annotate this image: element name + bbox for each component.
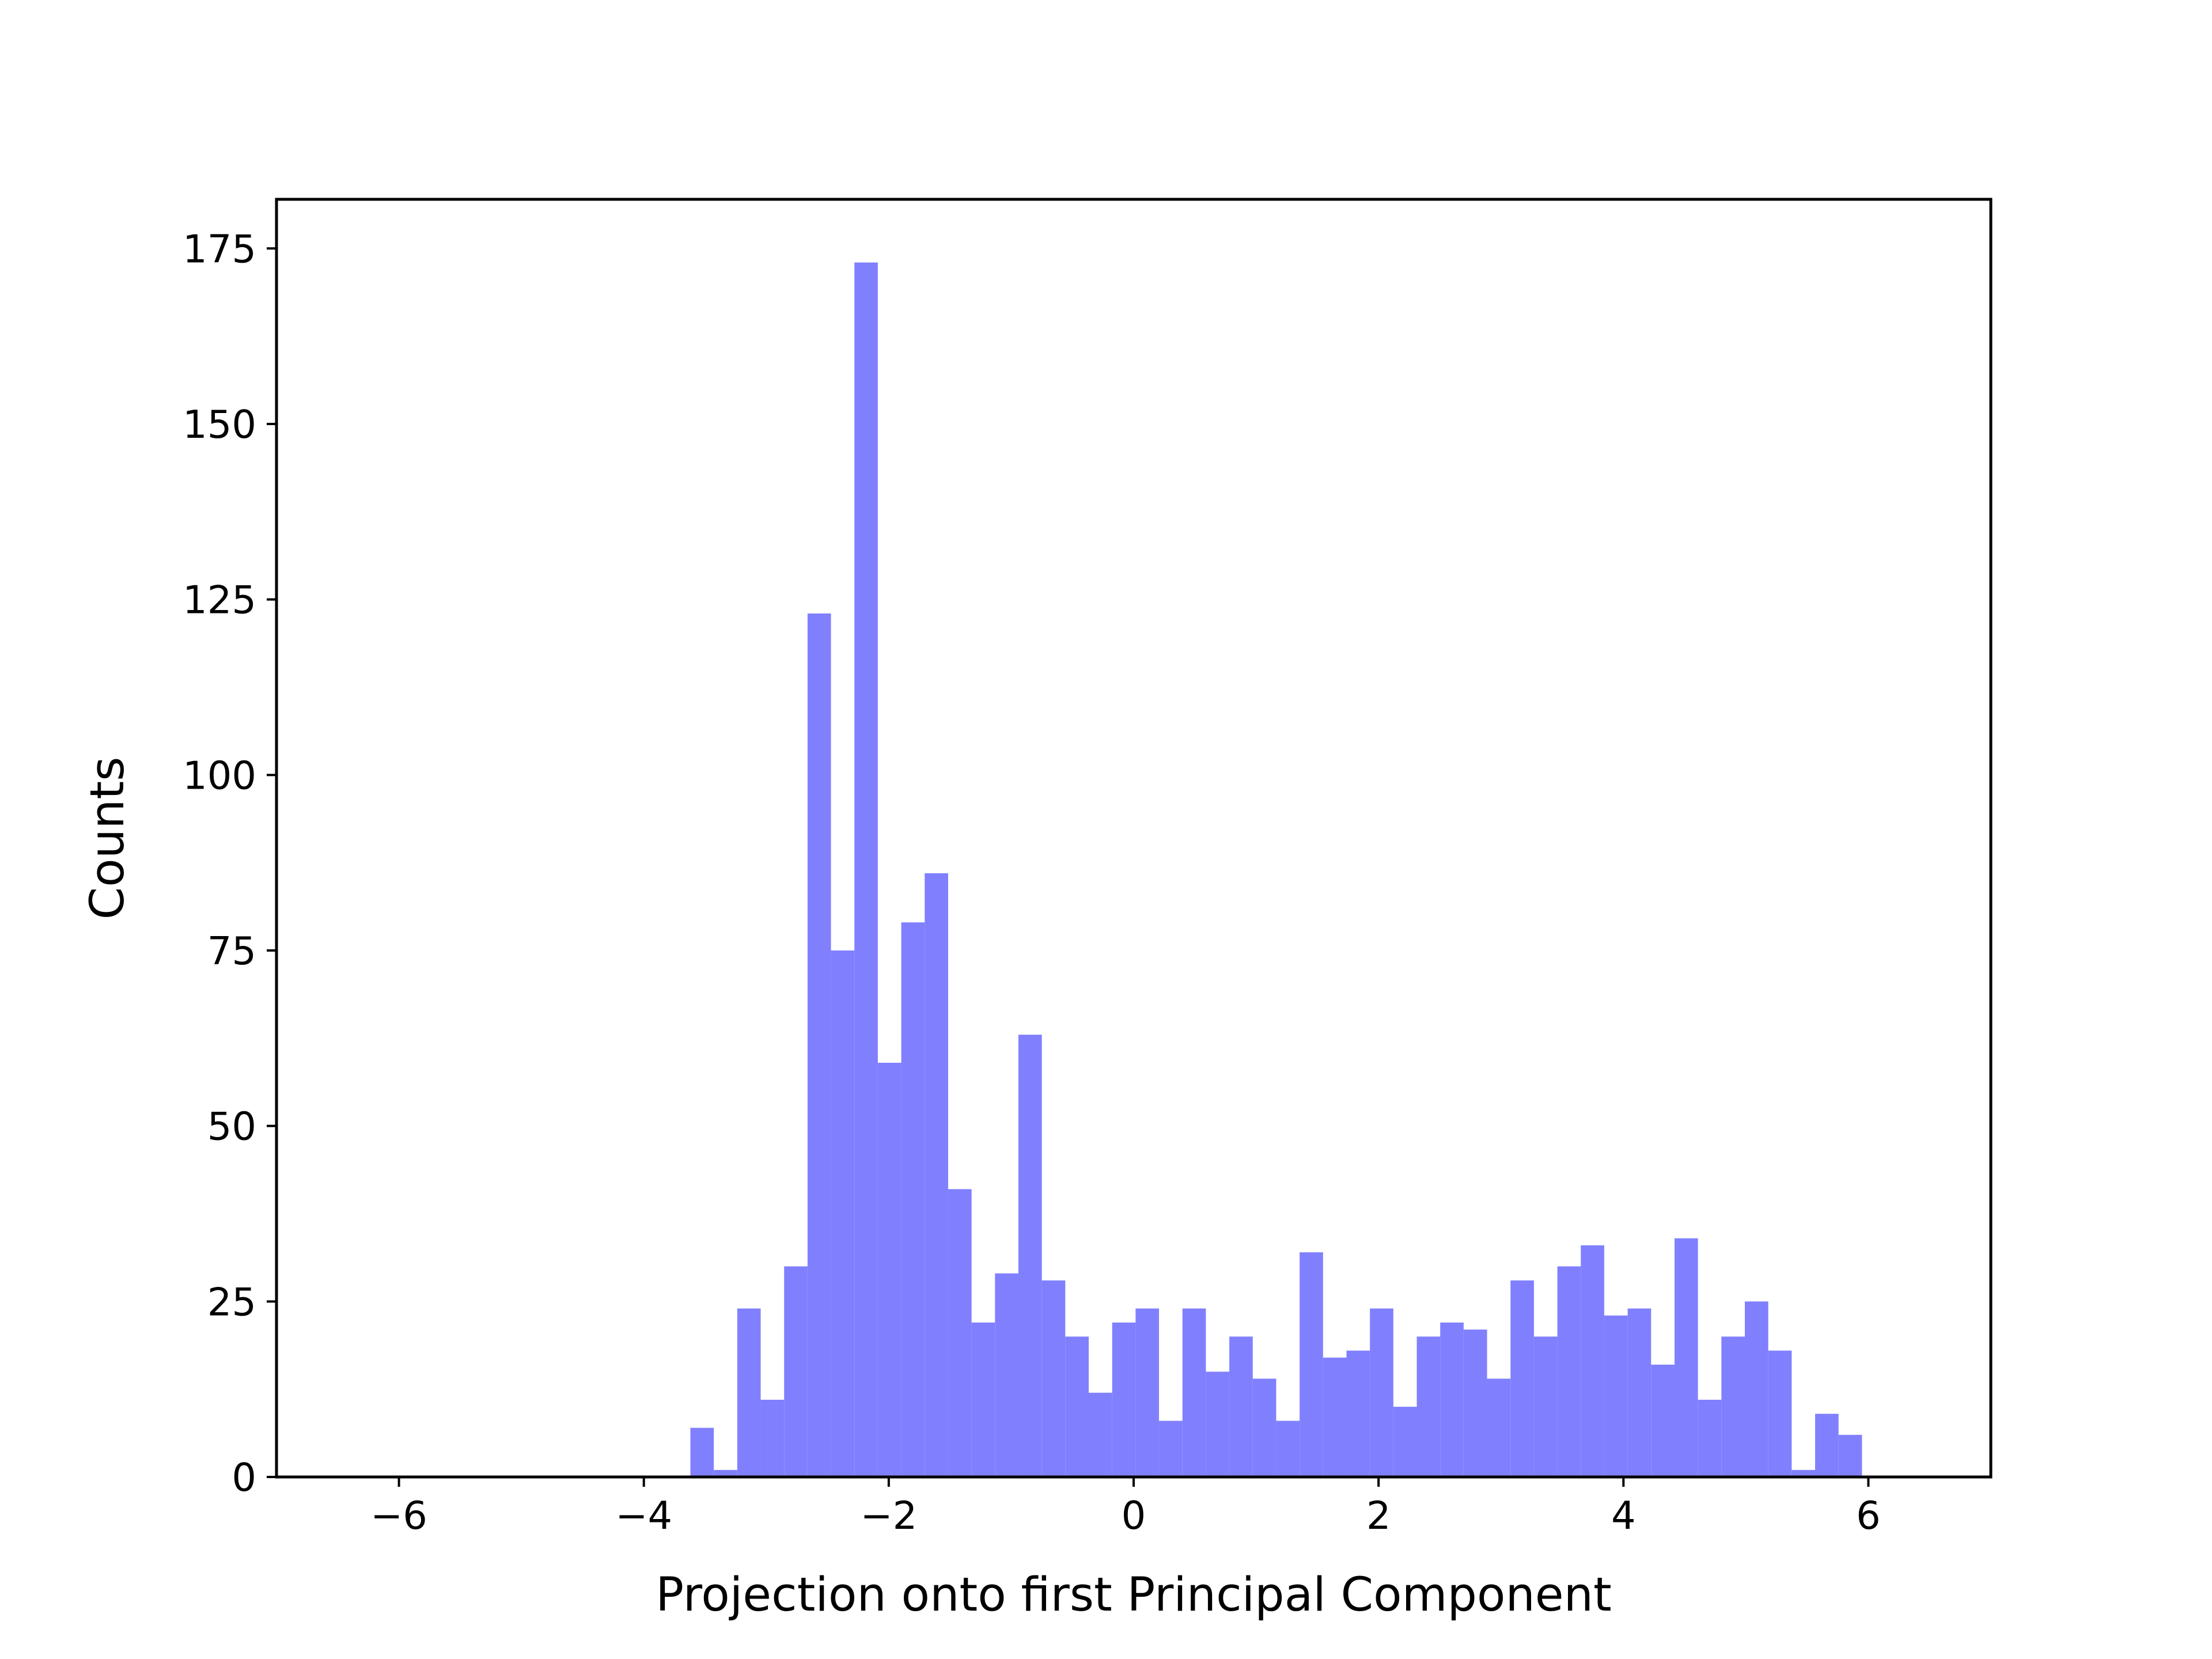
x-axis-label: Projection onto first Principal Componen… [656,1568,1611,1622]
histogram-bar [1581,1245,1604,1477]
histogram-bar [1159,1421,1183,1477]
x-tick-label: −6 [370,1493,427,1538]
histogram-bar [714,1469,737,1477]
histogram-bar [1206,1372,1230,1477]
y-tick-label: 125 [183,578,256,623]
histogram-bar [1627,1308,1652,1477]
histogram-bar [1393,1407,1417,1477]
y-tick-label: 150 [183,402,256,447]
histogram-bar [690,1427,714,1477]
histogram-bar [1135,1308,1160,1477]
histogram-bar [807,613,831,1477]
histogram-bar [1487,1378,1511,1477]
histogram-bar [1604,1315,1628,1477]
x-tick-label: 6 [1856,1493,1881,1538]
histogram-bar [1838,1434,1862,1477]
histogram-bar [1370,1308,1393,1477]
histogram-bar [1744,1301,1768,1477]
histogram-bar [831,950,855,1477]
histogram-bar [1089,1392,1112,1477]
histogram-bar [1065,1336,1089,1477]
x-axis-ticks: −6 −4 −2 0 2 4 6 [370,1477,1881,1538]
y-axis-ticks: 0 25 50 75 100 125 150 175 [183,226,276,1500]
y-tick-label: 50 [207,1104,256,1149]
histogram-bar [1252,1378,1277,1477]
histogram-bar [1416,1336,1441,1477]
histogram-bar [854,262,878,1477]
y-tick-label: 0 [232,1455,256,1500]
x-tick-label: 0 [1122,1493,1146,1538]
y-tick-label: 100 [183,753,256,798]
histogram-bar [1182,1308,1206,1477]
histogram-bar [1018,1035,1042,1477]
histogram-bar [1346,1350,1370,1477]
histogram-bar [971,1322,995,1477]
x-tick-label: 2 [1366,1493,1391,1538]
histogram-bar [1229,1336,1253,1477]
y-axis-label: Counts [81,757,135,920]
histogram-bar [1721,1336,1745,1477]
histogram-bar [1463,1330,1487,1477]
histogram-bar [737,1308,761,1477]
histogram-bar [1041,1280,1066,1477]
x-tick-label: 4 [1611,1493,1636,1538]
x-tick-label: −2 [860,1493,917,1538]
histogram-bar [1300,1252,1323,1477]
histogram-bar [1768,1350,1792,1477]
histogram-bar [1510,1280,1534,1477]
x-tick-label: −4 [615,1493,672,1538]
histogram-bar [1791,1469,1816,1477]
histogram-bars [690,262,1862,1477]
histogram-bar [1323,1357,1347,1477]
histogram-bar [1112,1322,1136,1477]
histogram-bar [784,1266,808,1477]
histogram-bar [925,873,948,1477]
histogram-bar [1651,1365,1675,1477]
histogram-bar [877,1062,902,1477]
histogram-bar [995,1273,1018,1477]
y-tick-label: 75 [207,929,256,974]
histogram-bar [1698,1399,1722,1477]
y-tick-label: 175 [183,226,256,271]
histogram-bar [1815,1414,1839,1477]
histogram-bar [948,1189,972,1477]
histogram-bar [1557,1266,1581,1477]
histogram-bar [1276,1421,1300,1477]
histogram-bar [1674,1238,1698,1477]
histogram-bar [1440,1322,1464,1477]
histogram-bar [760,1399,785,1477]
y-tick-label: 25 [207,1279,256,1324]
histogram-bar [901,922,925,1477]
histogram-bar [1533,1336,1558,1477]
